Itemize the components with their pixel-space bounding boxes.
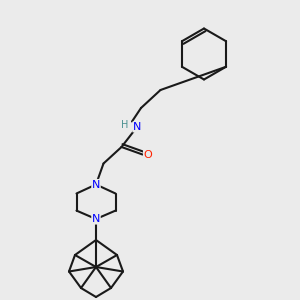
Text: O: O bbox=[143, 149, 152, 160]
Text: N: N bbox=[92, 214, 100, 224]
Text: N: N bbox=[133, 122, 141, 132]
Text: H: H bbox=[121, 119, 128, 130]
Text: N: N bbox=[92, 179, 100, 190]
